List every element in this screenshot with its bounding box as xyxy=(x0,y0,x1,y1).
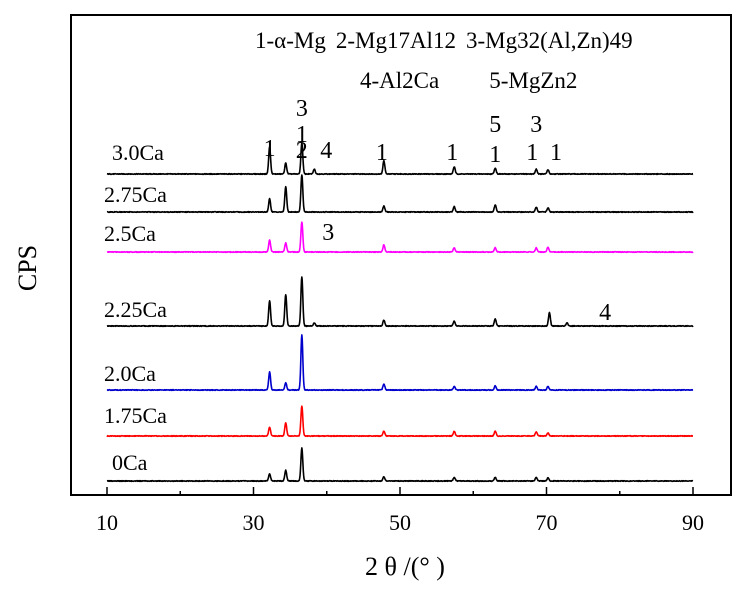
x-axis-ticks: 10 30 50 70 90 xyxy=(96,487,704,535)
peak-annotation: 1 xyxy=(550,140,562,166)
plot-frame xyxy=(70,14,732,496)
series-line xyxy=(106,334,694,392)
peak-annotation: 1 xyxy=(296,122,308,148)
series-label: 2.25Ca xyxy=(104,297,167,322)
series-label: 2.75Ca xyxy=(104,182,167,207)
legend-line-2: 4-Al2Ca 5-MgZn2 xyxy=(360,68,577,93)
peak-annotation: 3 xyxy=(530,112,542,138)
peak-annotation: 5 xyxy=(489,112,501,138)
x-axis-label: 2 θ /(° ) xyxy=(365,552,445,581)
x-tick-label: 70 xyxy=(536,510,558,535)
series-label: 1.75Ca xyxy=(104,403,167,428)
series-label: 2.0Ca xyxy=(104,361,156,386)
peak-annotation: 1 xyxy=(376,140,388,166)
series-line xyxy=(106,405,694,438)
series-line xyxy=(106,174,694,214)
x-tick-label: 90 xyxy=(682,510,704,535)
peak-annotation: 2 xyxy=(296,138,308,164)
series-line xyxy=(106,221,694,254)
legend: 1-α-Mg 2-Mg17Al12 3-Mg32(Al,Zn)49 4-Al2Ca 5… xyxy=(255,28,633,93)
peak-annotation: 3 xyxy=(296,96,308,122)
peak-annotation: 1 xyxy=(264,136,276,162)
series-label: 3.0Ca xyxy=(112,140,164,165)
x-tick-label: 50 xyxy=(389,510,411,535)
peak-annotation: 1 xyxy=(489,142,501,168)
x-tick-label: 10 xyxy=(96,510,118,535)
peak-annotation: 4 xyxy=(320,138,332,164)
series-traces xyxy=(106,141,694,483)
legend-line-1: 1-α-Mg 2-Mg17Al12 3-Mg32(Al,Zn)49 xyxy=(255,28,633,53)
series-label: 0Ca xyxy=(112,450,148,475)
peak-annotation: 3 xyxy=(322,220,334,246)
series-line xyxy=(106,447,694,483)
y-axis-label: CPS xyxy=(13,245,42,291)
series-line xyxy=(106,276,694,328)
series-label: 2.5Ca xyxy=(104,221,156,246)
peak-annotation: 4 xyxy=(599,300,611,326)
series-line xyxy=(106,141,694,176)
series-labels: 3.0Ca 2.75Ca 2.5Ca 2.25Ca 2.0Ca 1.75Ca 0Ca xyxy=(104,140,167,475)
x-tick-label: 30 xyxy=(243,510,265,535)
peak-annotation: 1 xyxy=(526,140,538,166)
peak-annotation: 1 xyxy=(446,140,458,166)
